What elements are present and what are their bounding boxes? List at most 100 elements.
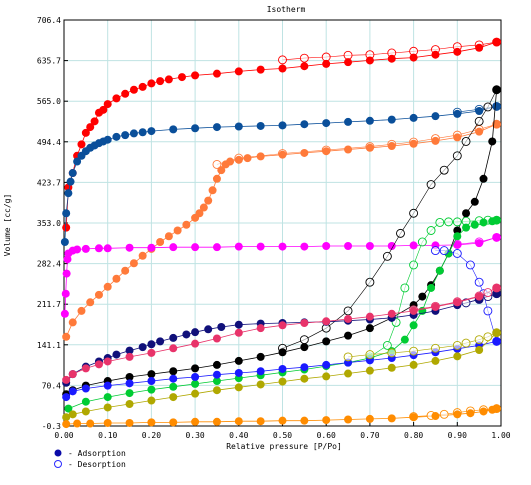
adsorption-point <box>278 348 287 357</box>
adsorption-point <box>344 331 353 340</box>
adsorption-point <box>191 417 200 426</box>
adsorption-point <box>365 56 374 65</box>
y-tick-label: 423.7 <box>37 178 61 187</box>
adsorption-point <box>125 379 134 388</box>
adsorption-point <box>204 325 213 334</box>
adsorption-point <box>387 242 396 251</box>
adsorption-point <box>62 375 71 384</box>
adsorption-point <box>453 109 462 118</box>
y-tick-label: 565.0 <box>37 97 61 106</box>
adsorption-point <box>365 366 374 375</box>
adsorption-point <box>278 121 287 130</box>
adsorption-point <box>62 223 71 232</box>
adsorption-point <box>256 380 265 389</box>
adsorption-point <box>278 150 287 159</box>
adsorption-point <box>278 321 287 330</box>
adsorption-point <box>121 89 130 98</box>
y-axis-title: Volume [cc/g] <box>3 194 12 257</box>
adsorption-point <box>470 220 479 229</box>
adsorption-point <box>125 389 134 398</box>
adsorption-point <box>488 137 497 146</box>
adsorption-point <box>492 120 501 129</box>
adsorption-point <box>64 404 73 413</box>
desorption-point <box>483 332 493 342</box>
adsorption-point <box>387 142 396 151</box>
adsorption-point <box>365 242 374 251</box>
adsorption-point <box>182 330 191 339</box>
desorption-point <box>278 55 287 65</box>
x-tick-label: 0.00 <box>54 431 73 440</box>
adsorption-point <box>129 259 138 268</box>
adsorption-point <box>322 59 331 68</box>
adsorption-point <box>453 232 462 241</box>
series-5 <box>64 215 502 413</box>
desorption-point <box>321 52 331 62</box>
adsorption-point <box>322 372 331 381</box>
adsorption-point <box>278 377 287 386</box>
adsorption-point <box>156 237 165 246</box>
adsorption-point <box>191 124 200 133</box>
adsorption-point <box>125 399 134 408</box>
adsorption-point <box>73 419 82 428</box>
adsorption-point <box>387 54 396 63</box>
adsorption-line <box>65 293 497 383</box>
desorption-line <box>348 332 497 358</box>
adsorption-point <box>81 128 90 137</box>
desorption-point <box>452 340 462 350</box>
adsorption-point <box>177 73 186 82</box>
desorption-point <box>431 246 440 256</box>
desorption-point <box>396 228 405 238</box>
adsorption-point <box>479 407 488 416</box>
legend-adsorption-label: - Adsorption <box>68 449 126 458</box>
adsorption-point <box>94 360 103 369</box>
y-tick-label: 353.0 <box>37 219 61 228</box>
desorption-point <box>474 335 484 345</box>
adsorption-point <box>278 364 287 373</box>
adsorption-point <box>300 363 309 372</box>
adsorption-point <box>191 389 200 398</box>
adsorption-point <box>322 416 331 425</box>
adsorption-point <box>73 157 82 166</box>
desorption-point <box>461 136 471 146</box>
desorption-point <box>212 159 222 169</box>
adsorption-point <box>492 328 501 337</box>
adsorption-point <box>147 396 156 405</box>
y-tick-label: -0.3 <box>42 422 61 431</box>
adsorption-point <box>453 298 462 307</box>
adsorption-point <box>191 379 200 388</box>
adsorption-point <box>66 177 75 186</box>
adsorption-point <box>387 363 396 372</box>
adsorption-point <box>470 197 479 206</box>
adsorption-point <box>112 132 121 141</box>
adsorption-point <box>322 360 331 369</box>
adsorption-point <box>256 324 265 333</box>
adsorption-point <box>125 418 134 427</box>
adsorption-point <box>169 382 178 391</box>
adsorption-point <box>147 348 156 357</box>
adsorption-point <box>344 369 353 378</box>
adsorption-point <box>169 125 178 134</box>
adsorption-point <box>453 410 462 419</box>
desorption-point <box>387 348 397 358</box>
adsorption-point <box>86 419 95 428</box>
adsorption-point <box>256 367 265 376</box>
adsorption-point <box>492 102 501 111</box>
adsorption-point <box>81 384 90 393</box>
adsorption-point <box>344 415 353 424</box>
adsorption-point <box>191 71 200 80</box>
x-tick-label: 0.10 <box>98 431 117 440</box>
adsorption-point <box>62 332 71 341</box>
adsorption-point <box>278 64 287 73</box>
adsorption-point <box>62 269 71 278</box>
desorption-point <box>435 218 445 227</box>
adsorption-point <box>453 352 462 361</box>
desorption-point <box>461 338 471 348</box>
desorption-point <box>426 180 436 189</box>
adsorption-point <box>81 244 90 253</box>
desorption-point <box>439 409 449 419</box>
desorption-point <box>343 50 353 60</box>
adsorption-point <box>164 75 173 84</box>
y-tick-label: 706.4 <box>37 16 61 25</box>
adsorption-point <box>173 226 182 235</box>
adsorption-line <box>68 219 497 409</box>
